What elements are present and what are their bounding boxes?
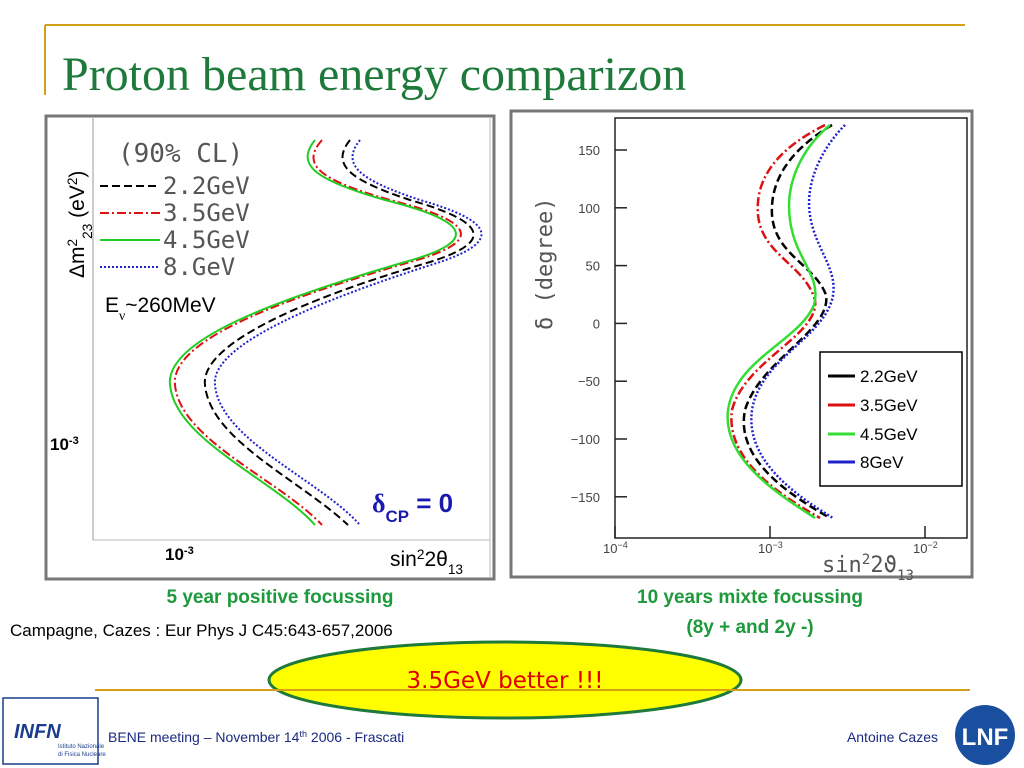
right-y-label: δ (degree) — [533, 198, 558, 330]
text: th — [299, 729, 307, 739]
citation: Campagne, Cazes : Eur Phys J C45:643-657… — [10, 621, 393, 640]
x-tick-label: 10−3 — [758, 540, 783, 556]
right-legend-box — [819, 351, 963, 487]
footer-author: Antoine Cazes — [847, 729, 938, 745]
text: 13 — [897, 568, 914, 584]
right-curves — [726, 123, 846, 520]
text: −3 — [772, 540, 782, 550]
text: 10 — [603, 541, 617, 556]
infn-logo-sub: Istituto Nazionale — [58, 744, 105, 750]
text: −4 — [617, 540, 627, 550]
text: 2 — [417, 547, 425, 562]
text: 10 — [165, 545, 184, 564]
curve-3-5 — [173, 139, 462, 526]
infn-logo — [2, 697, 99, 765]
legend-entry: 3.5GeV — [163, 199, 250, 227]
legend-entry: 2.2GeV — [163, 172, 250, 200]
right-axes — [614, 117, 968, 539]
legend-entry: 2.2GeV — [860, 367, 918, 386]
left-legend: 2.2GeV 3.5GeV 4.5GeV 8.GeV — [100, 172, 250, 281]
lnf-logo — [955, 705, 1015, 765]
infn-logo-text: INFN — [14, 721, 61, 743]
lnf-logo-text: LNF — [962, 724, 1009, 751]
curve-4-5 — [168, 139, 457, 526]
text: 2θ — [424, 548, 447, 571]
text: (eV — [66, 185, 89, 224]
text: 13 — [448, 562, 463, 577]
curve-8 — [213, 139, 483, 526]
curve-2-2 — [203, 139, 475, 526]
caption: (8y + and 2y -) — [686, 617, 813, 638]
legend-entry: 8.GeV — [163, 253, 235, 281]
y-tick-label: −50 — [578, 374, 600, 389]
left-x-tick: 10-3 — [165, 545, 194, 564]
text: ) — [66, 171, 89, 178]
right-x-label: sin22ϑ13 — [822, 552, 914, 584]
caption: 10 years mixte focussing — [637, 587, 863, 608]
y-tick-label: 50 — [586, 259, 600, 274]
left-plot-frame — [44, 114, 496, 581]
y-tick-label: −150 — [571, 490, 600, 505]
text: 23 — [80, 224, 95, 239]
left-y-tick: 10-3 — [50, 435, 79, 454]
legend-title: (90% CL) — [118, 139, 243, 169]
title: Proton beam energy comparizon — [62, 48, 686, 101]
y-tick-label: 0 — [593, 316, 600, 331]
delta-cp: δCP = 0 — [372, 488, 453, 526]
text: E — [105, 294, 119, 317]
text: 2ϑ — [870, 553, 897, 578]
text: 10 — [913, 541, 927, 556]
left-x-label: sin22θ13 — [390, 547, 463, 577]
right-plot-frame — [509, 109, 974, 579]
text: 2 — [65, 178, 80, 186]
caption: 5 year positive focussing — [166, 587, 393, 608]
y-tick-label: 100 — [578, 201, 600, 216]
legend-entry: 8GeV — [860, 453, 904, 472]
curve-4-5 — [726, 124, 831, 520]
text: −2 — [927, 540, 937, 550]
x-tick-label: 10−2 — [913, 540, 938, 556]
text: BENE meeting – November 14 — [108, 729, 300, 745]
text: sin — [390, 548, 417, 571]
left-y-label: Δm223 (eV2) — [65, 171, 95, 278]
text: 2 — [65, 239, 80, 247]
legend-entry: 4.5GeV — [860, 425, 918, 444]
text: -3 — [184, 545, 194, 557]
text: ~260MeV — [125, 294, 215, 317]
infn-logo-sub: di Fisica Nucleare — [58, 752, 106, 758]
left-curves — [168, 139, 483, 526]
right-legend: 2.2GeV 3.5GeV 4.5GeV 8GeV — [828, 367, 918, 472]
text: sin — [822, 553, 862, 578]
footer-event: BENE meeting – November 14th 2006 - Fras… — [108, 729, 404, 745]
y-tick-label: −100 — [571, 432, 600, 447]
energy-note: Eν~260MeV — [105, 294, 216, 323]
text: δ — [372, 489, 386, 518]
curve-2-2 — [742, 123, 833, 520]
text: -3 — [69, 435, 79, 447]
text: 2 — [862, 552, 871, 568]
legend-entry: 3.5GeV — [860, 396, 918, 415]
x-tick-label: 10−4 — [603, 540, 628, 556]
callout — [267, 640, 743, 720]
text: 10 — [50, 435, 69, 454]
y-tick-label: 150 — [578, 143, 600, 158]
text: ν — [119, 308, 125, 323]
text: = 0 — [409, 488, 453, 518]
text: 10 — [758, 541, 772, 556]
text: Δm — [66, 246, 89, 278]
legend-entry: 4.5GeV — [163, 226, 250, 254]
text: 2006 - Frascati — [307, 729, 404, 745]
text: CP — [386, 507, 409, 526]
